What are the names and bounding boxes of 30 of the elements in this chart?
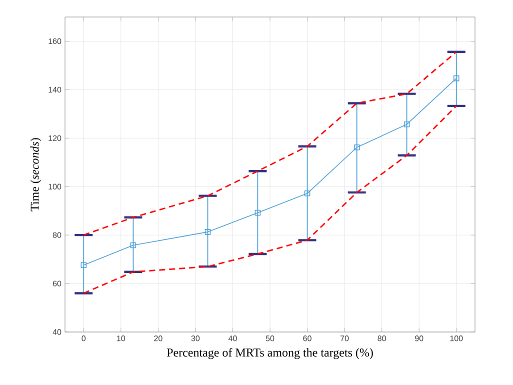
- point: [304, 190, 310, 196]
- y-tick-label: 100: [48, 184, 62, 190]
- y-tick-label: 140: [48, 86, 62, 93]
- point: [80, 262, 87, 268]
- x-tick-label: 100: [450, 336, 463, 342]
- point: [354, 144, 360, 150]
- x-tick-label: 70: [340, 336, 349, 342]
- x-tick-label: 40: [228, 336, 237, 342]
- x-tick-label: 80: [378, 336, 386, 342]
- y-tick-label: 160: [48, 38, 62, 44]
- x-tick-label: 90: [415, 336, 424, 342]
- point: [254, 210, 261, 216]
- x-tick-label: 0: [82, 336, 86, 342]
- x-tick-label: 60: [303, 336, 312, 342]
- point: [130, 242, 136, 248]
- y-axis-title: Time (seconds): [30, 138, 42, 212]
- x-tick-label: 20: [154, 336, 162, 342]
- x-axis-title: Percentage of MRTs among the targets (%): [166, 348, 373, 360]
- x-tick-label: 50: [266, 336, 274, 342]
- point: [404, 121, 410, 128]
- x-tick-label: 30: [191, 336, 200, 342]
- y-tick-label: 40: [52, 329, 62, 335]
- y-tick-label: 80: [52, 232, 62, 238]
- y-tick-label: 120: [48, 135, 62, 141]
- line-series: [82, 105, 458, 294]
- x-tick-label: 10: [117, 336, 126, 342]
- y-tick-label: 60: [52, 280, 62, 286]
- point: [453, 75, 460, 82]
- point: [204, 229, 211, 235]
- line-series: [82, 51, 458, 236]
